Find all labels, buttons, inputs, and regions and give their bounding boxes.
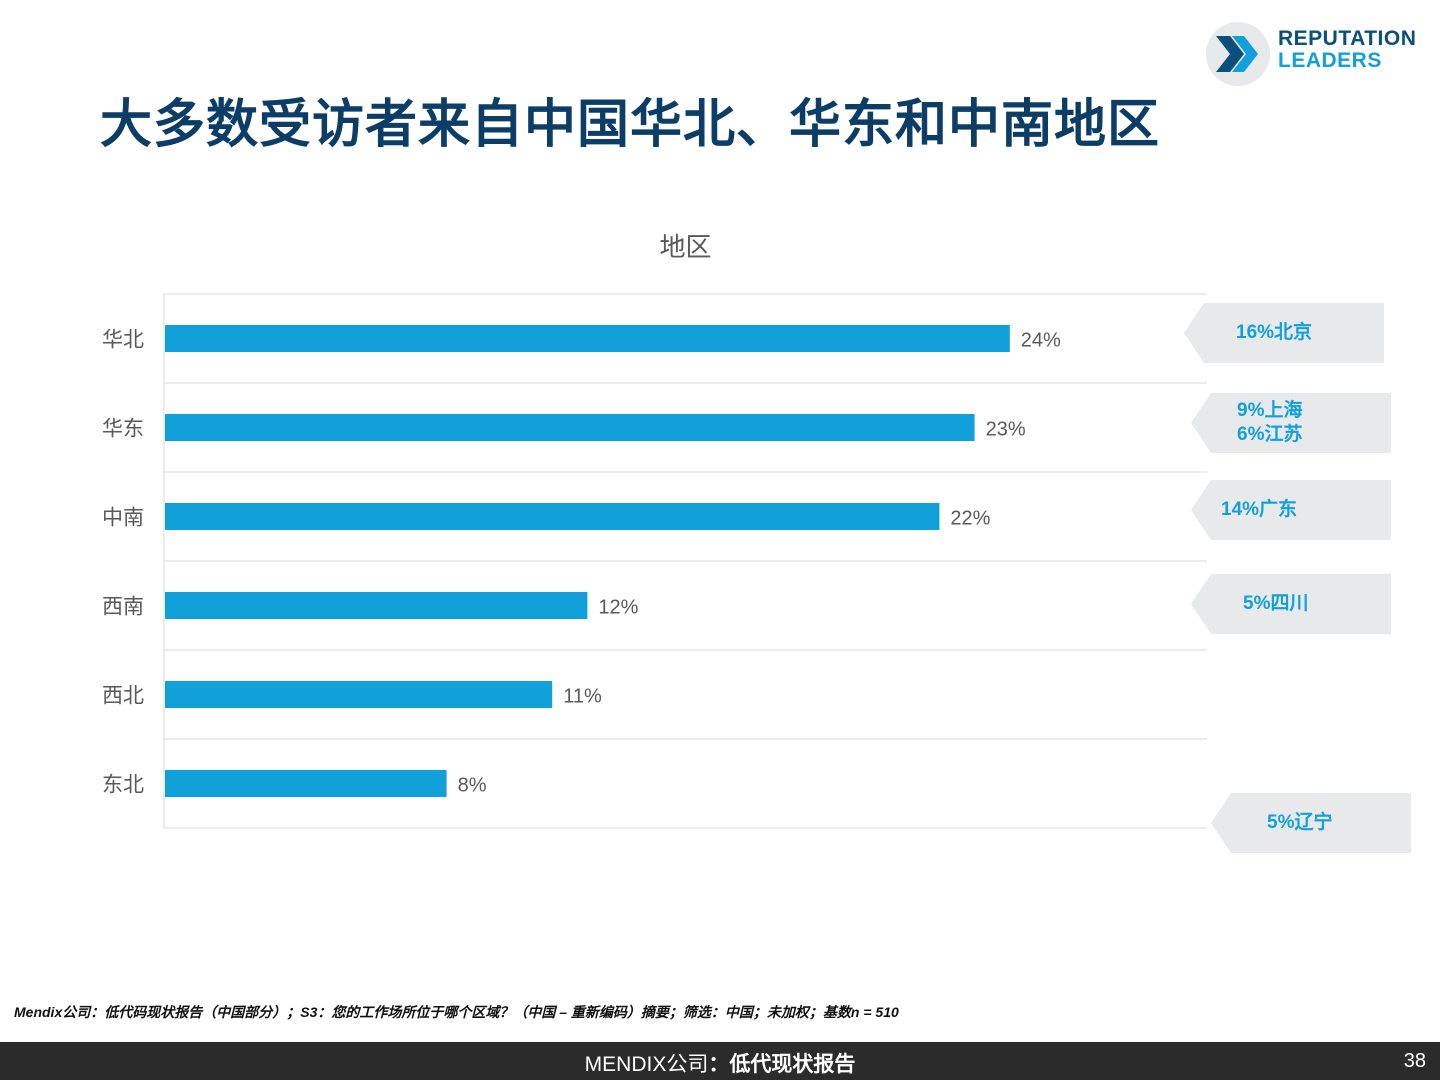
region-callout: 9%上海 6%江苏 [1191,393,1391,453]
category-label: 华东 [102,417,144,441]
value-label: 8% [458,775,487,797]
footer-title: MENDIX公司：低代现状报告 [0,1048,1440,1078]
footer-bar: MENDIX公司：低代现状报告 38 [0,1042,1440,1080]
logo-line1: REPUTATION [1278,27,1417,50]
region-callout: 5%辽宁 [1211,793,1411,853]
footnote: Mendix公司：低代码现状报告（中国部分）；S3：您的工作场所位于哪个区域？（… [14,1004,899,1020]
value-label: 23% [986,419,1026,441]
chevron-logo-icon [1206,22,1270,86]
callout-text: 5%辽宁 [1267,812,1333,833]
bar [165,592,588,619]
callout-text: 5%四川 [1243,593,1309,614]
bar [165,325,1010,352]
page-number: 38 [1403,1050,1426,1072]
callout-text: 16%北京 [1236,322,1313,343]
value-label: 12% [598,597,638,619]
logo-line2: LEADERS [1278,49,1382,72]
bar [165,770,447,797]
category-label: 东北 [102,773,144,797]
callout-text: 14%广东 [1221,499,1298,520]
region-callout: 14%广东 [1191,480,1391,540]
category-label: 西北 [102,684,144,708]
value-label: 11% [563,686,602,708]
reputation-leaders-logo: REPUTATION LEADERS [1206,18,1430,88]
footer-separator: ： [708,1053,730,1076]
footer-report: 低代现状报告 [729,1053,856,1076]
page-title: 大多数受访者来自中国华北、华东和中南地区 [100,95,1161,155]
bar [165,681,553,708]
category-label: 中南 [102,506,144,530]
bar [165,414,975,441]
callout-text: 9%上海 [1237,400,1303,421]
logo-wordmark: REPUTATION LEADERS [1278,28,1416,72]
category-label: 华北 [102,328,144,352]
footer-brand: MENDIX公司 [584,1053,709,1076]
region-callout: 16%北京 [1184,303,1384,363]
bar [165,503,940,530]
callout-text: 6%江苏 [1237,424,1303,445]
value-label: 22% [950,508,990,530]
region-callout: 5%四川 [1191,574,1391,634]
value-label: 24% [1021,330,1061,352]
category-label: 西南 [102,595,144,619]
chart-title: 地区 [659,233,711,263]
